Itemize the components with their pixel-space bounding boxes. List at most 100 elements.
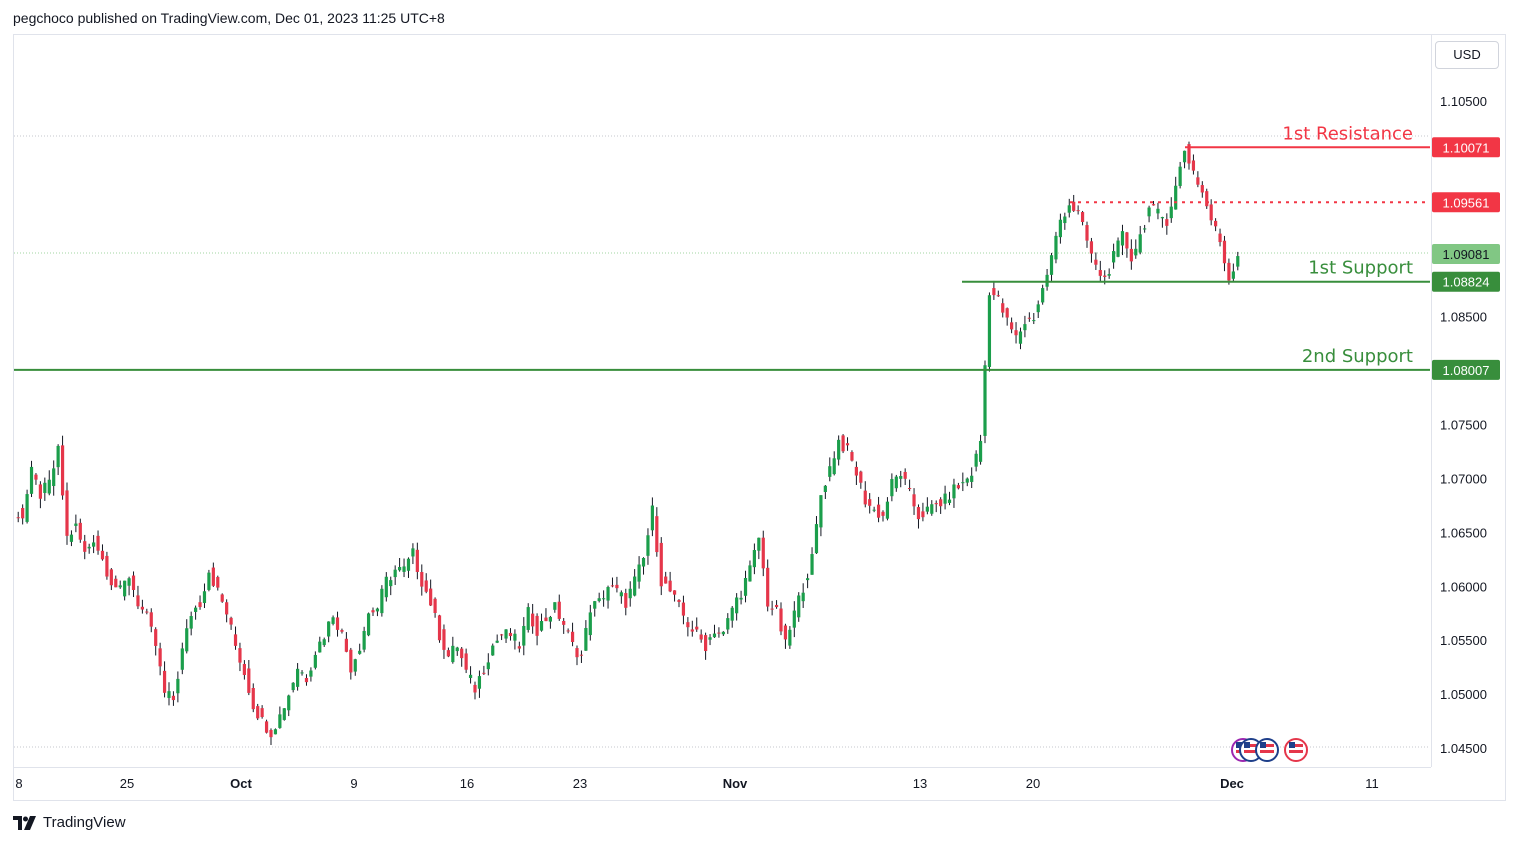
candle [677,599,681,603]
candle [575,648,579,658]
candle [278,714,282,728]
candle [433,598,437,613]
candle [837,439,841,460]
candle [287,695,291,711]
candle [690,629,694,632]
candle [473,684,477,693]
time-tick-label: 11 [1365,776,1379,791]
candle [1129,248,1133,262]
time-tick-label: 20 [1026,776,1040,791]
candle [1156,208,1160,214]
candle [943,493,947,504]
candle [850,452,854,461]
candle [429,588,433,606]
candle [659,542,663,587]
candle [562,620,566,625]
candle [970,475,974,482]
candle [535,615,539,636]
price-tag [1432,359,1500,380]
candle [655,516,659,553]
candle [344,638,348,652]
candle [1205,191,1209,207]
candle [25,494,29,522]
candle [1231,271,1235,279]
price-tick-label: 1.10500 [1440,94,1487,109]
candle [140,606,144,610]
candle [207,572,211,590]
candle [526,607,530,630]
candle [1196,177,1200,185]
candle [965,478,969,483]
tradingview-footer[interactable]: TradingView [13,814,126,831]
candle [1058,219,1062,238]
price-axis[interactable] [1431,34,1506,767]
price-tick-label: 1.08500 [1440,310,1487,325]
currency-button[interactable]: USD [1435,41,1499,69]
candle [814,524,819,554]
candle [925,506,929,512]
candle [770,608,774,610]
candle [335,617,340,630]
candle [1032,320,1036,322]
candle [1174,185,1178,210]
candle [340,630,344,632]
candle [389,580,393,587]
candle [921,511,925,518]
candle [1054,235,1058,260]
candle [78,522,82,540]
candle [602,598,606,600]
candle [934,503,938,505]
candle [1018,331,1023,344]
candle [402,566,406,572]
candle [1151,204,1156,206]
candle [828,466,832,477]
time-tick-label: 23 [573,776,587,791]
candle [1027,317,1031,319]
candle [1049,255,1054,275]
candle [1222,240,1227,264]
candle [579,654,584,656]
candle [978,440,983,462]
candle [162,670,167,693]
price-tick-label: 1.07000 [1440,471,1487,486]
candle [1036,304,1040,313]
candle [641,557,646,567]
flag-canton [1236,742,1242,748]
candle [872,509,876,511]
candle [1063,216,1067,224]
candle [65,490,69,536]
candle [863,490,867,505]
candle [158,648,162,667]
candle [1085,225,1089,241]
time-axis[interactable] [13,767,1431,801]
candle [881,511,885,516]
candle [961,482,965,484]
candle [517,646,521,649]
candle [508,632,513,637]
2nd-support-label: 2nd Support [1302,346,1413,367]
candle [1116,240,1120,257]
candle [570,631,575,643]
candle [1134,248,1138,256]
candle [819,495,823,528]
candle [539,620,544,631]
candle [154,629,158,646]
candle [460,648,464,659]
candle [876,504,881,518]
candle [531,613,535,627]
candle [52,468,56,487]
candle [247,668,251,693]
candle [171,695,176,701]
candle [1125,232,1129,249]
candle [947,499,952,503]
candle [56,445,60,468]
current-price-label: 1.09081 [1443,247,1490,262]
candle [894,476,898,489]
candle [717,632,721,634]
flag-canton [1260,742,1266,748]
candle [74,523,78,526]
price-tag-label: 1.08824 [1443,275,1490,290]
candle [668,580,672,592]
candle [69,534,74,542]
